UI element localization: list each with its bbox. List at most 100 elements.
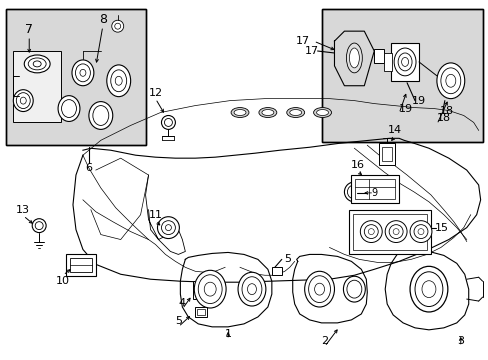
Ellipse shape: [346, 43, 362, 73]
Ellipse shape: [194, 270, 225, 308]
Ellipse shape: [234, 109, 245, 116]
Ellipse shape: [393, 48, 415, 76]
Ellipse shape: [58, 96, 80, 121]
Ellipse shape: [20, 97, 26, 104]
Circle shape: [346, 185, 361, 199]
Ellipse shape: [314, 283, 324, 295]
Circle shape: [35, 222, 43, 230]
Polygon shape: [334, 31, 373, 86]
Circle shape: [112, 20, 123, 32]
Text: 6: 6: [85, 163, 92, 173]
Ellipse shape: [346, 280, 361, 298]
Ellipse shape: [440, 68, 460, 94]
Text: 7: 7: [25, 23, 33, 36]
Text: 12: 12: [148, 88, 162, 98]
Ellipse shape: [258, 108, 276, 117]
Bar: [355, 179, 394, 199]
Ellipse shape: [61, 100, 76, 117]
Ellipse shape: [231, 108, 248, 117]
Circle shape: [32, 219, 46, 233]
Circle shape: [164, 118, 172, 126]
Circle shape: [367, 229, 373, 235]
Bar: [382, 147, 391, 161]
Text: 15: 15: [434, 222, 448, 233]
Circle shape: [157, 217, 179, 239]
Circle shape: [161, 116, 175, 129]
Ellipse shape: [89, 102, 113, 129]
Text: 18: 18: [436, 113, 450, 123]
Ellipse shape: [397, 53, 411, 71]
Ellipse shape: [198, 275, 222, 303]
Circle shape: [351, 189, 357, 195]
Text: 4: 4: [179, 298, 185, 308]
Text: 17: 17: [295, 36, 309, 46]
Ellipse shape: [262, 109, 273, 116]
Bar: [193, 281, 207, 299]
Ellipse shape: [286, 108, 304, 117]
Bar: [197, 309, 205, 315]
Text: 2: 2: [320, 336, 327, 346]
Text: 10: 10: [56, 276, 70, 286]
Circle shape: [165, 225, 171, 231]
Ellipse shape: [421, 281, 435, 298]
Bar: [379, 143, 394, 165]
Circle shape: [413, 225, 427, 239]
Ellipse shape: [204, 282, 216, 296]
Text: 5: 5: [175, 316, 182, 326]
Ellipse shape: [289, 109, 301, 116]
Text: 8: 8: [99, 13, 106, 26]
Circle shape: [360, 221, 382, 243]
Bar: [390, 43, 418, 81]
Text: 5: 5: [284, 255, 291, 264]
Circle shape: [344, 182, 364, 202]
Ellipse shape: [72, 60, 94, 86]
Bar: [66, 255, 96, 276]
Ellipse shape: [316, 109, 328, 116]
Ellipse shape: [75, 64, 90, 82]
Bar: [349, 210, 430, 255]
Bar: [196, 284, 204, 296]
Bar: [13, 51, 61, 122]
Ellipse shape: [313, 108, 331, 117]
Text: 1: 1: [224, 329, 231, 339]
Bar: [6, 9, 145, 145]
Bar: [373, 49, 384, 63]
Ellipse shape: [238, 272, 265, 306]
Bar: [6, 9, 145, 145]
Circle shape: [392, 229, 398, 235]
Ellipse shape: [106, 65, 130, 96]
Bar: [271, 267, 281, 275]
Circle shape: [409, 221, 431, 243]
Bar: [321, 9, 482, 142]
Text: 16: 16: [349, 160, 364, 170]
Ellipse shape: [33, 61, 41, 67]
Ellipse shape: [343, 276, 365, 302]
Ellipse shape: [111, 70, 126, 92]
Ellipse shape: [242, 277, 262, 302]
Text: 19: 19: [411, 96, 425, 105]
Text: 14: 14: [387, 125, 401, 135]
Circle shape: [364, 225, 377, 239]
Polygon shape: [73, 138, 480, 282]
Ellipse shape: [414, 272, 442, 306]
Circle shape: [388, 225, 402, 239]
Circle shape: [161, 221, 175, 235]
Bar: [384, 53, 391, 71]
Ellipse shape: [409, 266, 447, 312]
Text: 18: 18: [439, 105, 453, 116]
Ellipse shape: [28, 58, 46, 70]
Ellipse shape: [401, 58, 408, 66]
Bar: [353, 214, 426, 251]
Ellipse shape: [13, 90, 33, 112]
Bar: [70, 258, 92, 272]
Ellipse shape: [445, 74, 455, 87]
Text: 19: 19: [398, 104, 412, 113]
Ellipse shape: [24, 55, 50, 73]
Text: 9: 9: [370, 188, 377, 198]
Ellipse shape: [349, 48, 359, 68]
Ellipse shape: [80, 69, 86, 76]
Ellipse shape: [93, 105, 108, 125]
Ellipse shape: [16, 93, 30, 109]
Circle shape: [417, 229, 423, 235]
Circle shape: [385, 221, 406, 243]
